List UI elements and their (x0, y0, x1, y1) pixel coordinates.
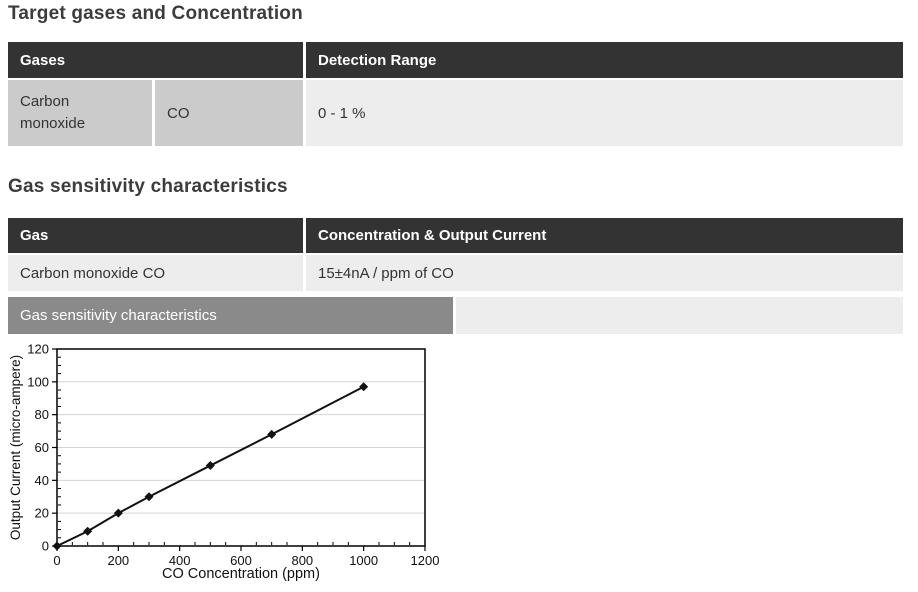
sensitivity-chart: 0 200 400 600 800 1000 1200 0 20 40 60 80 100 120 CO C… (8, 342, 440, 583)
column-header-gases: Gases (8, 42, 303, 78)
svg-text:Output Current (micro-ampere): Output Current (micro-ampere) (8, 355, 23, 540)
cell-gas: Carbon monoxide CO (8, 255, 303, 291)
svg-text:1200: 1200 (411, 553, 440, 568)
target-gases-table: Gases Detection Range Carbon monoxide CO… (8, 42, 903, 146)
svg-text:200: 200 (107, 553, 129, 568)
svg-text:1000: 1000 (349, 553, 378, 568)
table-row: Carbon monoxide CO 15±4nA / ppm of CO (8, 255, 903, 291)
chart-caption-banner: Gas sensitivity characteristics (8, 297, 453, 334)
svg-text:600: 600 (230, 553, 252, 568)
cell-detection-range: 0 - 1 % (306, 80, 903, 146)
table-row: Carbon monoxide CO 0 - 1 % (8, 80, 903, 146)
table-header-row: Gas Concentration & Output Current (8, 218, 903, 253)
sensitivity-table: Gas Concentration & Output Current Carbo… (8, 218, 903, 291)
column-header-detection-range: Detection Range (306, 42, 903, 78)
cell-gas-symbol: CO (155, 80, 303, 146)
svg-text:40: 40 (35, 473, 49, 488)
svg-text:400: 400 (169, 553, 191, 568)
svg-text:120: 120 (27, 342, 49, 357)
chart-caption-filler (456, 297, 903, 334)
section-title-sensitivity: Gas sensitivity characteristics (8, 176, 288, 197)
page-title: Target gases and Concentration (8, 3, 303, 24)
table-header-row: Gases Detection Range (8, 42, 903, 78)
svg-text:20: 20 (35, 506, 49, 521)
svg-text:0: 0 (53, 553, 60, 568)
svg-text:60: 60 (35, 440, 49, 455)
cell-output-current: 15±4nA / ppm of CO (306, 255, 903, 291)
column-header-concentration-output: Concentration & Output Current (306, 218, 903, 253)
chart-caption-row: Gas sensitivity characteristics (8, 297, 903, 334)
svg-text:0: 0 (42, 539, 49, 554)
svg-text:800: 800 (291, 553, 313, 568)
column-header-gas: Gas (8, 218, 303, 253)
svg-text:CO Concentration (ppm): CO Concentration (ppm) (162, 566, 320, 582)
cell-gas-name: Carbon monoxide (8, 80, 152, 146)
svg-text:80: 80 (35, 407, 49, 422)
svg-text:100: 100 (27, 374, 49, 389)
